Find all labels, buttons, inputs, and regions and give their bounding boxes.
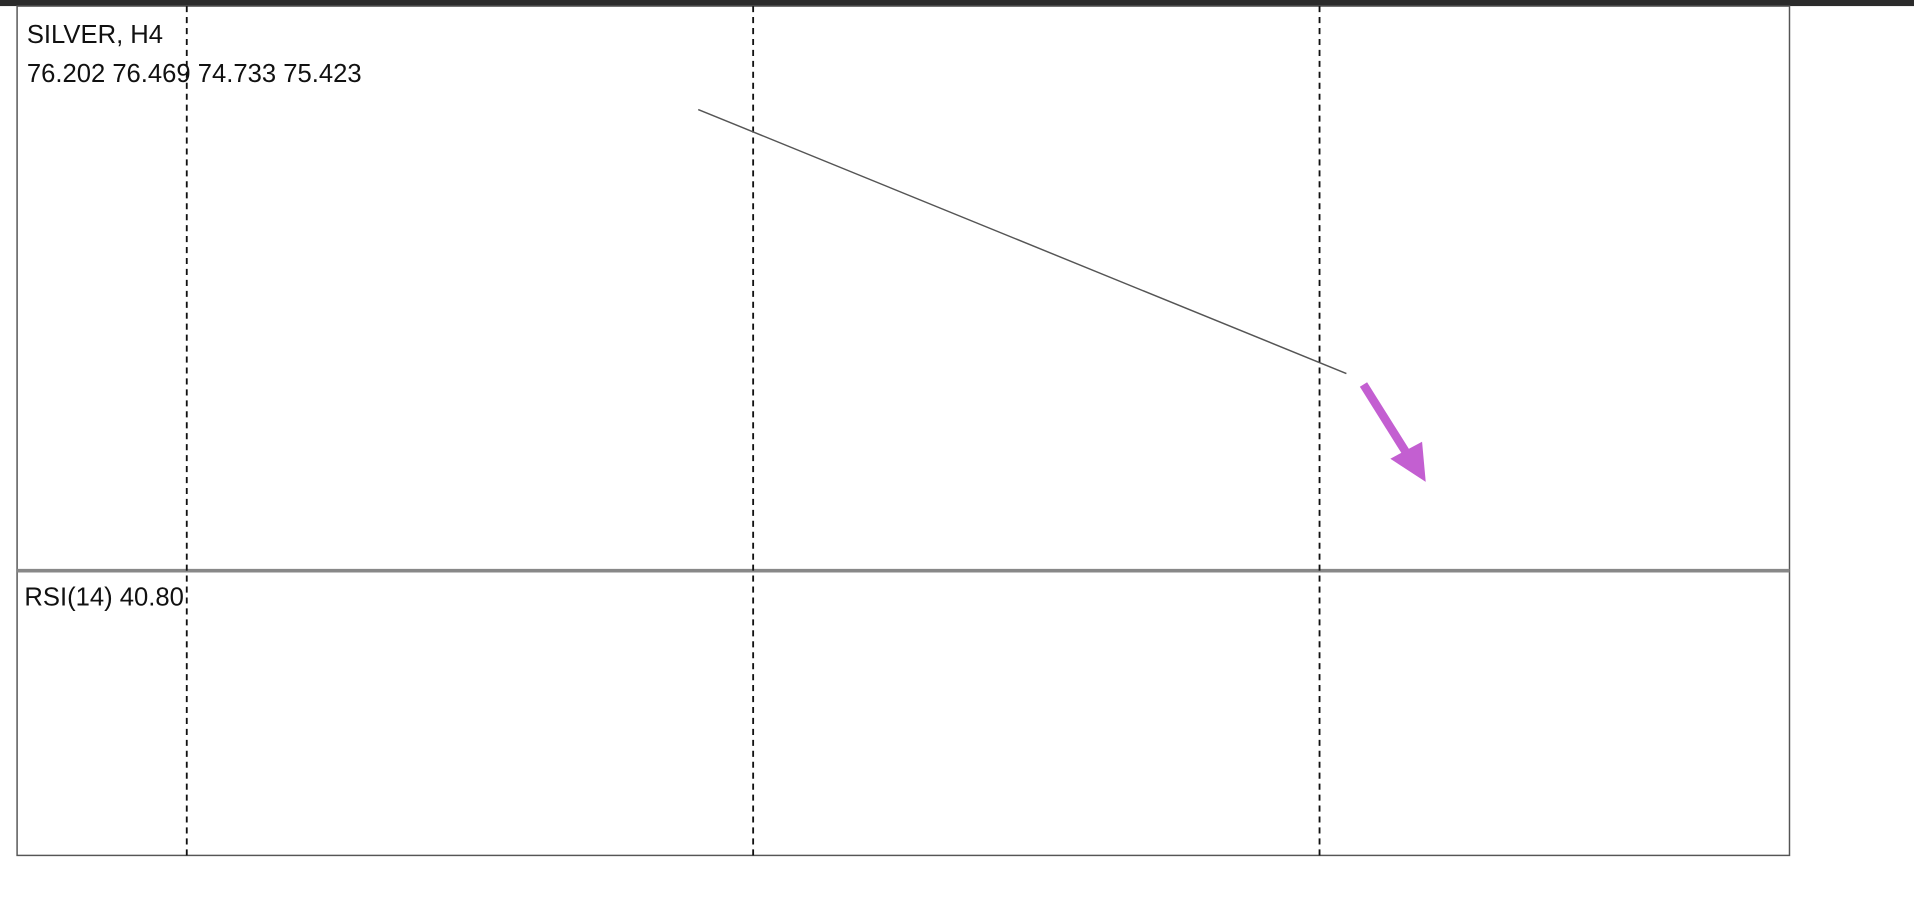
rsi-title: RSI(14) 40.80 <box>24 583 184 611</box>
arrow <box>1359 382 1426 482</box>
time-separators <box>185 6 1321 856</box>
symbol-title: SILVER, H4 <box>27 21 163 49</box>
arrow-head <box>1390 441 1426 482</box>
arrow-shaft <box>1359 382 1410 455</box>
top-bar <box>0 0 1914 7</box>
ohlc-readout: 76.202 76.469 74.733 75.423 <box>27 60 362 88</box>
plot-frame <box>16 5 1791 857</box>
trend-line <box>697 108 1347 375</box>
